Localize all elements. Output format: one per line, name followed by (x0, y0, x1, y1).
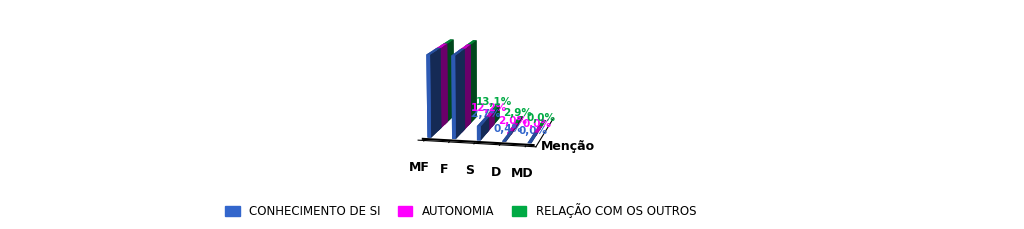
Legend: CONHECIMENTO DE SI, AUTONOMIA, RELAÇÃO COM OS OUTROS: CONHECIMENTO DE SI, AUTONOMIA, RELAÇÃO C… (221, 199, 700, 223)
